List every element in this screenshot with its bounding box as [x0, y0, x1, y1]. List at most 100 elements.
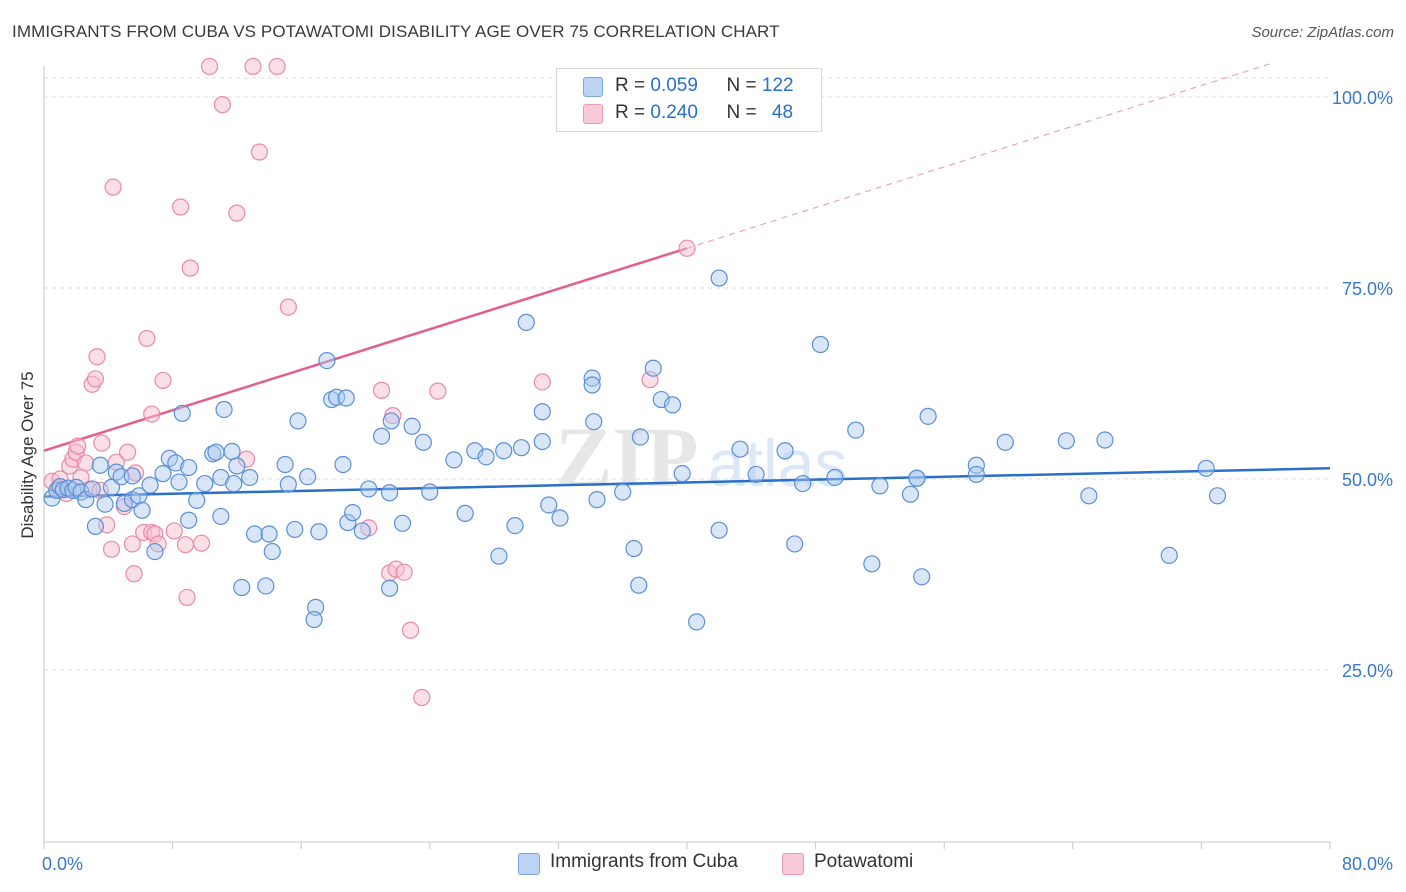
cuba-point — [551, 509, 569, 527]
cuba-point — [102, 478, 121, 497]
cuba-point — [207, 443, 225, 461]
potawatomi-point — [118, 443, 137, 461]
bottom-swatch-potawatomi — [782, 853, 804, 875]
potawatomi-point — [102, 540, 121, 558]
cuba-point — [996, 433, 1014, 451]
cuba-point — [96, 495, 114, 513]
cuba-point — [86, 517, 105, 535]
cuba-point — [913, 568, 931, 586]
cuba-point — [786, 535, 804, 553]
cuba-point — [263, 542, 281, 561]
cuba-point — [327, 388, 346, 406]
potawatomi-point — [143, 405, 161, 423]
cuba-point — [286, 520, 304, 539]
potawatomi-point — [138, 329, 156, 348]
potawatomi-point — [678, 239, 696, 257]
cuba-point — [614, 483, 632, 501]
cuba-point — [334, 455, 352, 474]
cuba-point — [710, 521, 728, 539]
cuba-point — [811, 335, 830, 354]
cuba-point — [289, 412, 307, 430]
cuba-point — [747, 465, 765, 484]
cuba-point — [154, 465, 172, 483]
potawatomi-point — [123, 535, 142, 553]
cuba-point — [967, 465, 985, 484]
legend-r-label: R = — [615, 75, 646, 96]
cuba-point — [180, 458, 198, 477]
y-axis-label: Disability Age Over 75 — [18, 371, 37, 539]
cuba-point — [360, 480, 378, 498]
cuba-point — [393, 514, 412, 532]
potawatomi-point — [401, 621, 420, 639]
cuba-point — [223, 442, 241, 461]
cuba-point — [583, 376, 601, 394]
cuba-point — [381, 484, 399, 502]
cuba-point — [91, 456, 109, 474]
cuba-point — [533, 432, 551, 451]
cuba-point — [776, 442, 794, 460]
potawatomi-point — [104, 178, 122, 196]
cuba-point — [631, 428, 649, 446]
potawatomi-point — [244, 57, 262, 76]
legend-n-value-potawatomi: 48 — [771, 102, 794, 123]
cuba-point — [123, 467, 142, 485]
cuba-point — [260, 525, 278, 543]
potawatomi-point — [533, 373, 551, 391]
cuba-point — [337, 389, 355, 407]
legend-r-label: R = — [615, 102, 646, 123]
cuba-point — [245, 525, 264, 543]
potawatomi-point — [200, 57, 219, 76]
cuba-point — [212, 507, 230, 526]
x-tick-label-max: 80.0% — [1342, 854, 1393, 874]
cuba-point — [188, 491, 206, 509]
cuba-point — [107, 463, 125, 481]
cuba-point — [257, 577, 275, 595]
cuba-point — [517, 313, 535, 331]
cuba-point — [495, 442, 513, 460]
cuba-point — [146, 542, 164, 561]
watermark: ZIP atlas — [555, 409, 847, 505]
axes: 25.0% 50.0% 75.0% 100.0% 0.0% 80.0% — [42, 66, 1393, 874]
potawatomi-point — [250, 143, 269, 161]
cuba-point — [77, 491, 95, 509]
cuba-point — [901, 485, 920, 503]
cuba-point — [663, 396, 682, 414]
cuba-point — [299, 468, 317, 486]
cuba-point — [353, 522, 371, 540]
cuba-point — [1057, 432, 1075, 450]
potawatomi-point — [77, 454, 95, 472]
cuba-points — [43, 269, 1227, 631]
cuba-point — [339, 513, 357, 532]
cuba-point — [225, 474, 243, 493]
cuba-point — [1080, 487, 1098, 505]
cuba-point — [382, 412, 400, 430]
potawatomi-point — [372, 381, 391, 399]
cuba-point — [115, 494, 133, 513]
source-label: Source: ZipAtlas.com — [1251, 24, 1394, 41]
potawatomi-point — [192, 534, 211, 552]
legend-r-value-cuba: 0.059 — [650, 75, 698, 96]
potawatomi-point — [172, 198, 190, 216]
cuba-point — [421, 483, 439, 501]
cuba-point — [228, 457, 246, 475]
cuba-point — [477, 448, 495, 466]
cuba-point — [710, 269, 728, 287]
cuba-point — [533, 403, 551, 421]
cuba-point — [847, 421, 865, 439]
potawatomi-point — [395, 563, 413, 581]
cuba-point — [372, 427, 391, 445]
cuba-point — [1197, 459, 1215, 477]
cuba-point — [141, 476, 159, 494]
legend-n-value-cuba: 122 — [761, 75, 794, 96]
cuba-point — [305, 610, 323, 629]
potawatomi-point — [86, 370, 105, 388]
potawatomi-trend-extension — [686, 62, 1274, 249]
x-tick-label-min: 0.0% — [42, 854, 83, 874]
watermark-atlas: atlas — [708, 426, 847, 500]
cuba-point — [456, 504, 474, 522]
cuba-point — [588, 491, 606, 509]
cuba-point — [180, 511, 198, 529]
potawatomi-point — [154, 371, 172, 390]
potawatomi-point — [429, 382, 447, 400]
potawatomi-point — [268, 57, 286, 76]
